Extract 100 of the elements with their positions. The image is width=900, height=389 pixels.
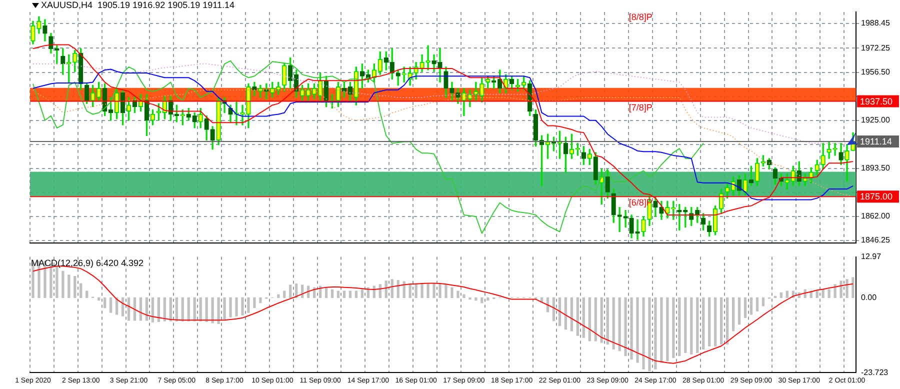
bar (738, 297, 741, 325)
bar (612, 297, 615, 350)
y-tick-label: -23.723 (861, 368, 889, 377)
bar (169, 297, 172, 322)
bar (330, 289, 334, 298)
bar (253, 297, 256, 308)
bar (283, 290, 286, 298)
bar (780, 292, 783, 298)
bar (187, 297, 190, 322)
ref-line-label: 1937.50 (860, 96, 893, 106)
candlestick (474, 82, 478, 101)
bar (696, 297, 699, 353)
bar (750, 297, 753, 315)
bar (708, 297, 711, 346)
bar (336, 290, 340, 298)
bar (468, 297, 472, 300)
bar (74, 276, 76, 298)
bar (438, 284, 442, 298)
y-tick-label: 1972.25 (861, 43, 890, 52)
bar (348, 290, 352, 298)
bar (690, 297, 693, 355)
bar (624, 297, 627, 356)
bar (133, 297, 136, 321)
bar (732, 297, 735, 332)
bar (408, 284, 412, 298)
y-tick-label: 1925.00 (861, 116, 890, 125)
bar (678, 297, 681, 356)
bar (786, 290, 788, 298)
bar (672, 297, 675, 358)
bar (289, 284, 292, 298)
bar (702, 297, 705, 350)
y-tick-label: 1862.00 (861, 212, 890, 221)
bar (852, 277, 854, 298)
bar (564, 297, 568, 330)
bar (354, 290, 358, 298)
bar (480, 297, 484, 304)
bar (762, 297, 765, 306)
bar (456, 290, 460, 298)
bar (414, 284, 418, 298)
bar (139, 297, 142, 321)
bar (630, 297, 633, 360)
bar (211, 297, 214, 324)
ref-line-label: 1875.00 (860, 192, 893, 202)
bar (175, 297, 178, 322)
bar (474, 297, 478, 301)
bar (450, 287, 454, 298)
bar (181, 297, 184, 322)
bar (642, 297, 645, 370)
bar (606, 297, 609, 344)
bar (217, 297, 220, 324)
bar (360, 289, 364, 298)
bar (726, 297, 729, 344)
bar (840, 280, 842, 298)
bar (342, 290, 346, 298)
annotation: [8/8]P (628, 12, 652, 22)
bar (816, 290, 818, 298)
bar (223, 297, 226, 320)
bar (744, 297, 747, 318)
bar (199, 297, 202, 322)
bar (654, 297, 657, 370)
chart-title: XAUUSD,H4 1905.19 1916.92 1905.19 1911.14 (41, 0, 234, 10)
y-tick-label: 1893.50 (861, 164, 890, 173)
bar (600, 297, 603, 343)
bar (80, 283, 82, 298)
bar (636, 297, 639, 363)
bar (86, 290, 88, 298)
ref-line-label: 1911.14 (860, 136, 892, 146)
y-tick-label: 1956.50 (861, 67, 890, 76)
bar (426, 284, 430, 298)
bar (666, 297, 669, 362)
bar (684, 297, 687, 353)
candlestick (432, 54, 436, 72)
bar (68, 274, 70, 298)
bar (660, 297, 663, 363)
candlestick (635, 219, 640, 240)
bar (259, 297, 262, 304)
bar (594, 297, 597, 342)
bar (822, 289, 824, 298)
bar (277, 294, 280, 298)
candlestick (826, 141, 832, 159)
bar (151, 297, 154, 322)
candlestick (252, 82, 257, 96)
chart-title: MACD(12,26,9) 6.420 4.392 (31, 258, 144, 268)
bar (618, 297, 621, 352)
bar (834, 284, 836, 298)
bar (157, 297, 160, 322)
bar (462, 294, 466, 298)
bar (62, 270, 64, 298)
bar (570, 297, 574, 332)
bar (444, 284, 448, 298)
bar (103, 297, 106, 308)
bar (193, 297, 196, 322)
y-tick-label: 0.00 (861, 292, 878, 302)
bar (588, 297, 591, 342)
bar (576, 297, 580, 336)
bar (247, 297, 250, 313)
bar (205, 297, 208, 322)
bar (756, 297, 759, 312)
bar (420, 284, 424, 298)
bar (828, 289, 830, 298)
